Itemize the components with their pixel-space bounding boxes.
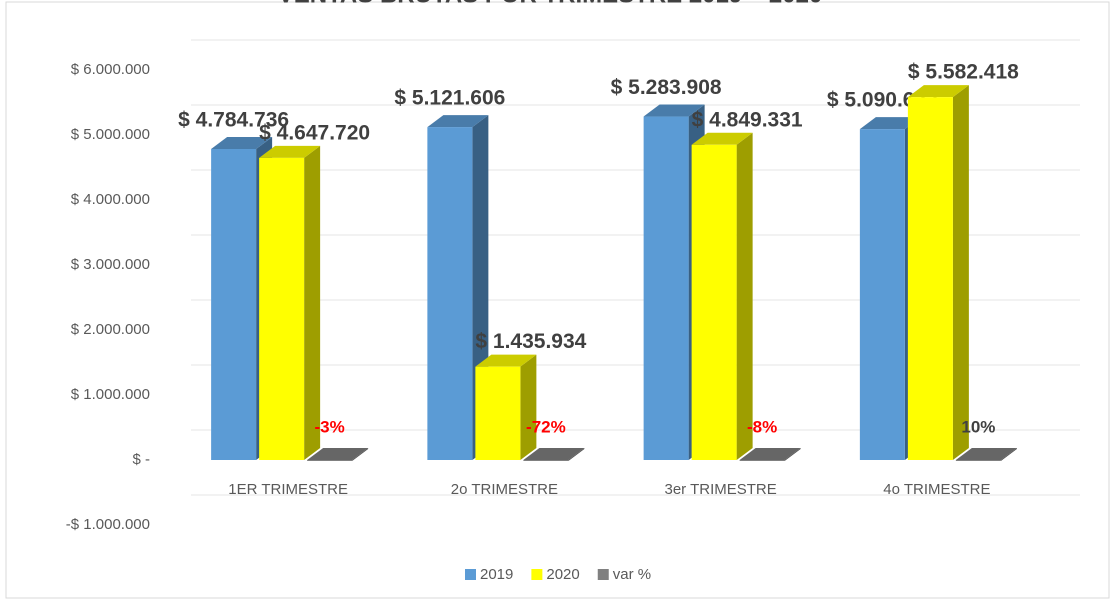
- bar-face: [523, 448, 585, 460]
- bar-face: [952, 85, 969, 461]
- data-label: $ 4.647.720: [259, 121, 370, 144]
- data-label: $ 4.784.736: [178, 109, 289, 132]
- data-label: -72%: [526, 417, 566, 436]
- x-tick-label: 1ER TRIMESTRE: [228, 481, 348, 498]
- bar-face: [739, 460, 785, 461]
- bar: [475, 354, 537, 460]
- bar-face: [739, 448, 801, 460]
- data-label: $ 5.121.606: [394, 87, 505, 110]
- bar-face: [211, 148, 257, 460]
- bar-face: [475, 366, 521, 460]
- bar: [523, 448, 585, 461]
- bar: [307, 448, 369, 461]
- legend-label: 2020: [546, 566, 579, 583]
- bar-face: [259, 145, 321, 158]
- bar: [259, 145, 321, 460]
- y-tick-label: $ -: [132, 451, 150, 468]
- legend-swatch: [597, 569, 609, 580]
- y-tick-label: $ 6.000.000: [71, 61, 150, 78]
- y-tick-label: $ 4.000.000: [71, 191, 150, 208]
- bar-face: [307, 448, 369, 460]
- bar-face: [427, 115, 489, 128]
- bar-face: [352, 448, 369, 461]
- bar-face: [568, 448, 585, 461]
- bar-face: [211, 136, 273, 149]
- bar-face: [1000, 448, 1017, 461]
- y-tick-label: $ 3.000.000: [71, 256, 150, 273]
- bar: [691, 132, 753, 460]
- bar-face: [523, 460, 569, 461]
- data-label: $ 1.435.934: [475, 330, 586, 353]
- y-tick-label: $ 2.000.000: [71, 321, 150, 338]
- chart-title: VENTAS BRUTAS POR TRIMESTRE 2019 – 2020: [278, 0, 823, 8]
- data-label: 10%: [961, 417, 995, 436]
- bar: [739, 448, 801, 461]
- bar-face: [907, 85, 969, 98]
- bar-face: [691, 132, 753, 145]
- legend-swatch: [465, 569, 476, 580]
- bar-face: [955, 460, 1001, 461]
- bar-face: [643, 116, 689, 460]
- bar-face: [520, 354, 537, 460]
- bar-face: [859, 117, 921, 130]
- bar-face: [427, 127, 473, 460]
- bar: [955, 448, 1017, 461]
- bar-face: [643, 104, 705, 117]
- bar-face: [307, 460, 353, 461]
- data-label: $ 4.849.331: [692, 108, 803, 131]
- legend-label: var %: [613, 566, 651, 583]
- bar: [907, 85, 969, 461]
- bar-face: [955, 448, 1017, 460]
- y-tick-label: $ 5.000.000: [71, 126, 150, 143]
- y-tick-label: -$ 1.000.000: [66, 516, 150, 533]
- bar-face: [691, 144, 737, 460]
- x-tick-label: 3er TRIMESTRE: [665, 481, 777, 498]
- bar-face: [259, 157, 305, 460]
- bar-face: [907, 97, 953, 461]
- y-tick-label: $ 1.000.000: [71, 386, 150, 403]
- data-label: $ 5.283.908: [611, 76, 722, 99]
- bar-face: [304, 145, 321, 460]
- bar-face: [736, 132, 753, 460]
- x-tick-label: 4o TRIMESTRE: [883, 481, 990, 498]
- data-label: $ 5.582.418: [908, 61, 1019, 84]
- data-label: -8%: [747, 417, 777, 436]
- bar-face: [475, 354, 537, 367]
- legend-swatch: [531, 569, 543, 580]
- x-tick-label: 2o TRIMESTRE: [451, 481, 558, 498]
- bar-face: [859, 129, 905, 460]
- bar-face: [784, 448, 801, 461]
- data-label: -3%: [315, 417, 345, 436]
- legend-label: 2019: [480, 566, 513, 583]
